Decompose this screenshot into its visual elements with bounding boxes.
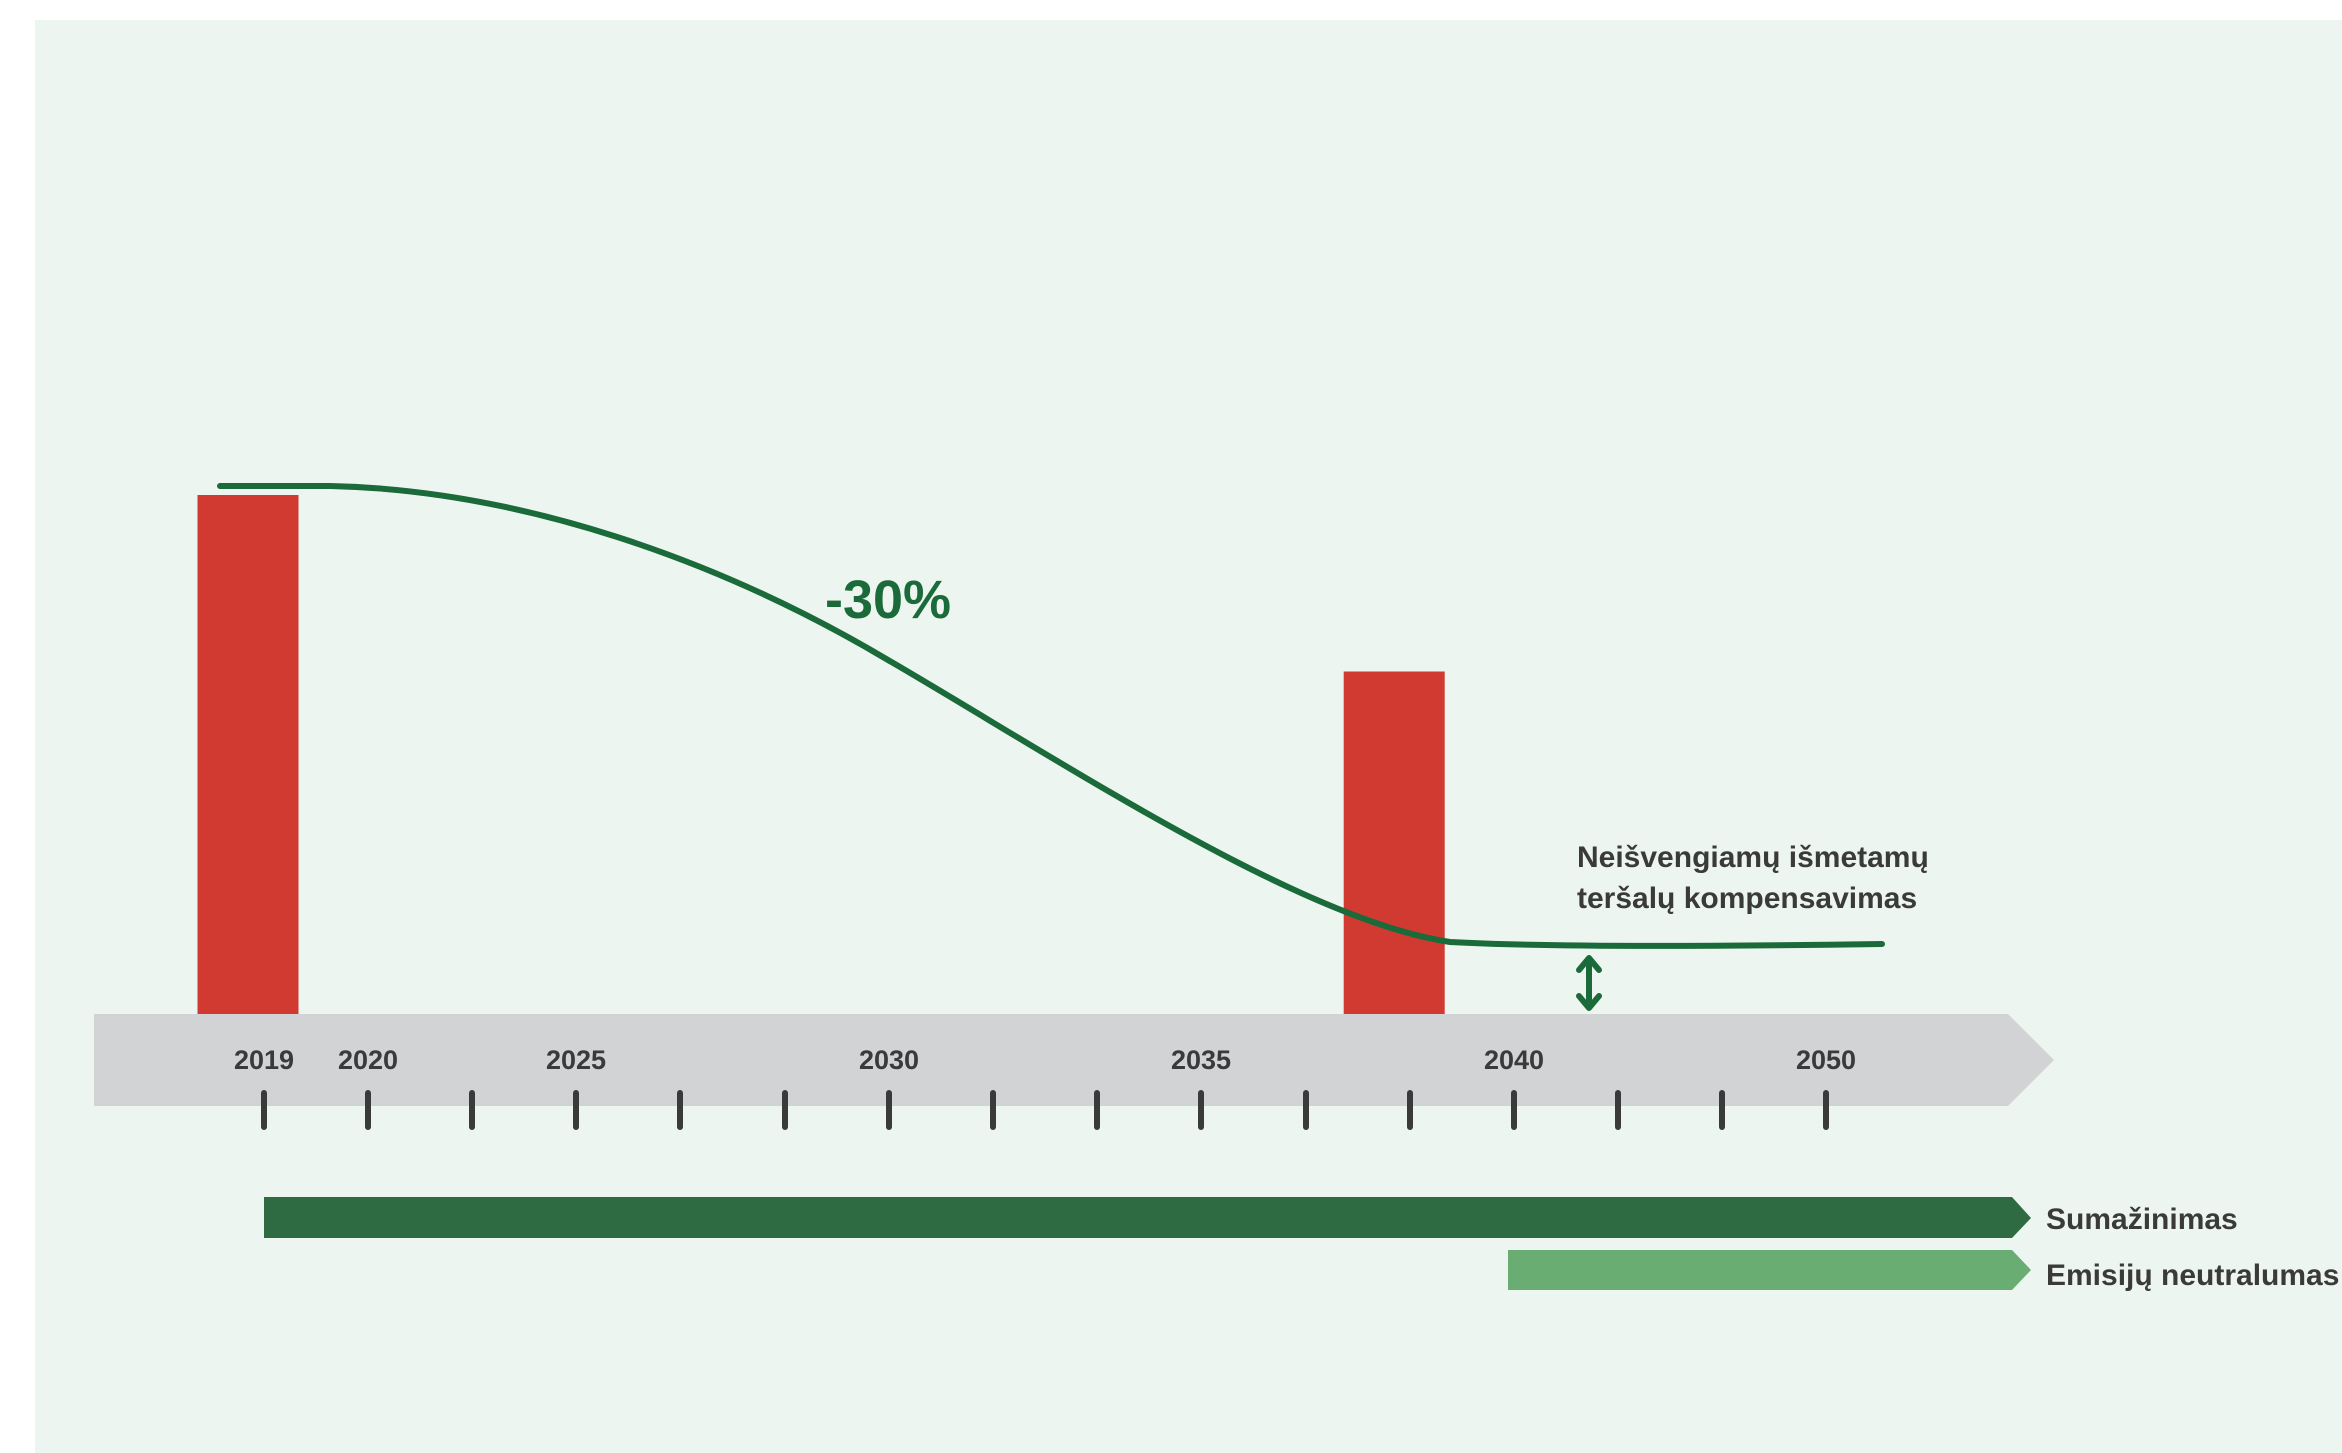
ticks-group <box>261 1090 1829 1130</box>
bar-2019 <box>197 495 299 1014</box>
compensation-note-line-2: teršalų kompensavimas <box>1577 882 1917 915</box>
bars-group <box>197 495 1445 1014</box>
timeline-band <box>94 1014 2054 1106</box>
bar-2030 <box>1343 671 1445 1014</box>
tick-label-2030: 2030 <box>859 1045 919 1075</box>
compensation-note-line-1: Neišvengiamų išmetamų <box>1577 841 1929 874</box>
tick-label-2020: 2020 <box>338 1045 398 1075</box>
tick-label-2050: 2050 <box>1796 1045 1856 1075</box>
tick-label-2040: 2040 <box>1484 1045 1544 1075</box>
compensation-gap-arrow-icon <box>1576 955 1602 1011</box>
emissions-curve <box>217 483 1885 949</box>
legend-neutrality-label: Emisijų neutralumas <box>2046 1259 2339 1292</box>
tick-labels-group: 2019 2020 2025 2030 2035 2040 2050 <box>234 1045 1856 1075</box>
tick-label-2019: 2019 <box>234 1045 294 1075</box>
neutrality-arrow <box>1508 1250 2031 1290</box>
reduction-arrow <box>264 1197 2031 1238</box>
legend-reduction-label: Sumažinimas <box>2046 1203 2238 1236</box>
tick-label-2025: 2025 <box>546 1045 606 1075</box>
tick-label-2035: 2035 <box>1171 1045 1231 1075</box>
reduction-percent-label: -30% <box>825 570 951 630</box>
